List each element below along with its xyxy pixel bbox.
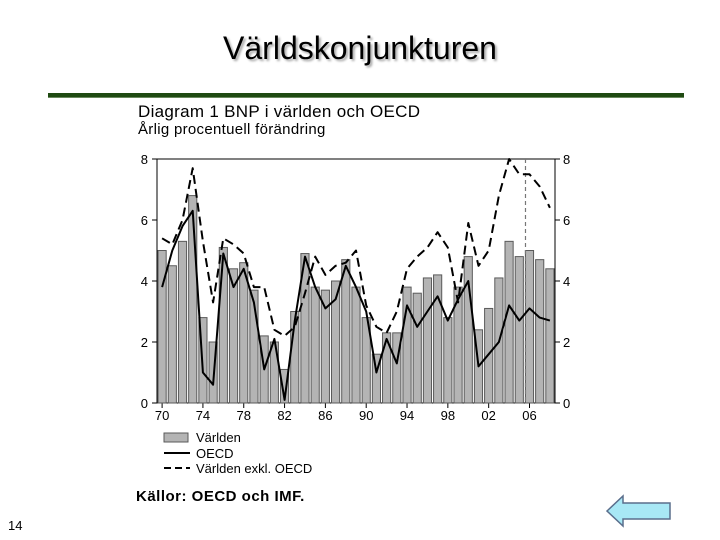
bar-varlden (545, 268, 555, 404)
bar-varlden (351, 286, 361, 404)
bar-varlden (157, 250, 167, 404)
title-rule-accent (48, 97, 684, 98)
y-tick-label-right: 6 (563, 213, 570, 228)
bar-varlden (188, 195, 198, 404)
x-tick-label: 78 (237, 408, 251, 423)
x-tick-label: 70 (155, 408, 169, 423)
bar-varlden (167, 265, 177, 404)
bar-varlden (392, 332, 402, 404)
bar-varlden (463, 256, 473, 404)
chart-subtitle: Årlig procentuell förändring (138, 121, 326, 138)
title-rule (48, 93, 684, 98)
y-tick-label-left: 6 (141, 213, 148, 228)
y-tick-label-left: 4 (141, 274, 148, 289)
bar-varlden (514, 256, 524, 404)
x-tick-label: 02 (481, 408, 495, 423)
bar-varlden (443, 317, 453, 404)
legend-label-varlden: Världen (196, 430, 241, 445)
x-tick-label: 82 (277, 408, 291, 423)
bar-varlden (504, 240, 514, 404)
bar-varlden (331, 280, 341, 404)
bar-varlden (412, 292, 422, 404)
legend-label-oecd: OECD (196, 446, 234, 461)
back-arrow-shape[interactable] (606, 494, 671, 528)
y-tick-label-right: 8 (563, 152, 570, 167)
bar-varlden (361, 317, 371, 404)
x-tick-label: 06 (522, 408, 536, 423)
bar-varlden (535, 259, 545, 404)
bar-varlden (228, 268, 239, 404)
y-tick-label-right: 0 (563, 396, 570, 411)
bar-varlden (453, 286, 463, 404)
bar-varlden (218, 246, 228, 404)
x-tick-label: 90 (359, 408, 373, 423)
bar-varlden (371, 353, 381, 404)
y-tick-label-right: 4 (563, 274, 570, 289)
bar-varlden (300, 253, 310, 404)
legend-label-varlden-exkl-oecd: Världen exkl. OECD (196, 461, 312, 476)
slide-title: Världskonjunkturen (223, 30, 497, 66)
bar-varlden (341, 259, 351, 404)
chart-source: Källor: OECD och IMF. (136, 488, 305, 505)
bar-varlden (239, 262, 249, 404)
x-tick-label: 86 (318, 408, 332, 423)
chart-title: Diagram 1 BNP i världen och OECD (138, 102, 421, 121)
x-tick-label: 94 (400, 408, 414, 423)
bar-varlden (524, 250, 535, 404)
legend-swatch-varlden (163, 432, 189, 443)
x-tick-label: 74 (196, 408, 210, 423)
y-tick-label-right: 2 (563, 335, 570, 350)
slide-number: 14 (8, 518, 23, 533)
x-tick-label: 98 (441, 408, 455, 423)
bar-varlden (177, 240, 188, 404)
y-tick-label-left: 8 (141, 152, 148, 167)
bar-varlden (249, 289, 259, 404)
bar-varlden (320, 289, 330, 404)
bar-varlden (433, 274, 443, 404)
series-line-varlden-exkl-oecd (161, 158, 551, 337)
bar-varlden (279, 368, 290, 404)
series-line-oecd (161, 209, 551, 401)
bar-varlden (310, 286, 320, 404)
y-tick-label-left: 2 (141, 335, 148, 350)
bar-varlden (402, 286, 412, 404)
bar-varlden (382, 332, 392, 404)
y-tick-label-left: 0 (141, 396, 148, 411)
back-arrow-icon[interactable] (606, 494, 672, 528)
bar-varlden (422, 277, 433, 404)
